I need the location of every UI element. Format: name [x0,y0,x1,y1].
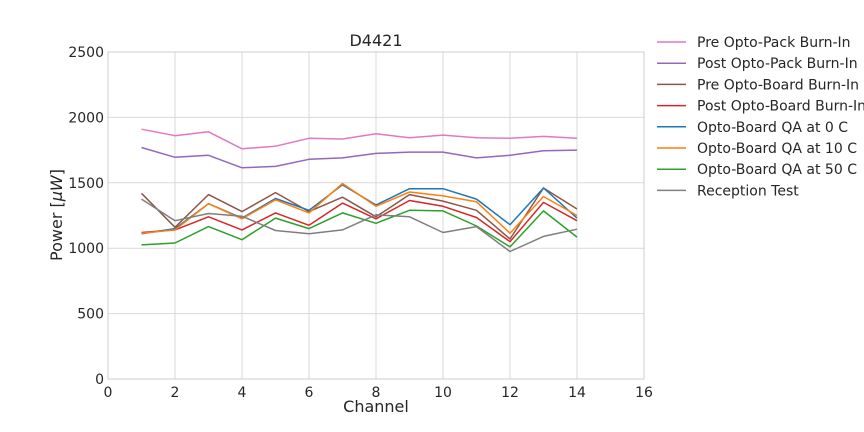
x-tick-label: 8 [372,385,381,401]
x-tick-label: 4 [238,385,247,401]
series-line-5 [141,184,578,235]
y-tick-labels: 0 500 1000 1500 2000 2500 [68,45,104,388]
series-line-1 [141,128,578,150]
x-tick-label: 12 [501,385,519,401]
y-tick-label: 0 [95,372,104,388]
x-tick-label: 16 [635,385,653,401]
legend: Pre Opto-Pack Burn-In Post Opto-Pack Burn… [657,35,864,199]
y-tick-label: 1000 [68,241,104,257]
y-axis-label-prefix: Power [ [47,201,66,261]
x-tick-label: 6 [305,385,314,401]
series-line-4 [141,199,578,243]
x-tick-labels: 0 2 4 6 8 10 12 14 16 [104,385,653,401]
y-tick-label: 1500 [68,176,104,192]
x-tick-label: 2 [171,385,180,401]
x-tick-label: 10 [434,385,452,401]
legend-entry-label: Opto-Board QA at 50 C [697,162,857,178]
series-line-3 [140,187,578,240]
y-axis-label: Power [μW] [47,169,66,261]
series-lines [140,128,578,253]
legend-entry-label: Post Opto-Board Burn-In [697,99,864,115]
chart-title: D4421 [349,31,402,50]
series-line-8 [141,198,578,253]
legend-entry-label: Post Opto-Pack Burn-In [697,56,858,72]
y-tick-label: 2000 [68,110,104,126]
x-tick-label: 14 [568,385,586,401]
series-line-2 [141,146,578,169]
x-axis-label: Channel [343,397,409,416]
legend-entry-label: Reception Test [697,183,799,199]
legend-entry-label: Pre Opto-Pack Burn-In [697,35,851,51]
plot-frame [107,51,645,380]
series-line-7 [141,209,578,248]
y-tick-label: 2500 [68,45,104,61]
x-tick-label: 0 [104,385,113,401]
legend-entry-label: Opto-Board QA at 10 C [697,141,857,157]
y-axis-label-suffix: ] [47,169,66,175]
legend-entry-label: Opto-Board QA at 0 C [697,120,848,136]
series-line-6 [141,182,578,234]
y-tick-label: 500 [77,307,104,323]
y-axis-label-unit: μW [47,174,66,202]
legend-entry-label: Pre Opto-Board Burn-In [697,77,859,93]
